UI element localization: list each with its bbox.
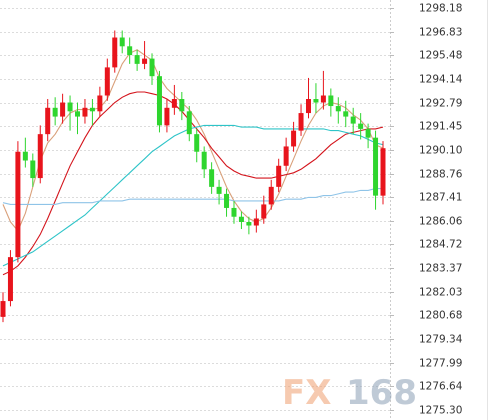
candle-body bbox=[343, 111, 349, 117]
candle-body bbox=[291, 130, 297, 147]
y-tick-label: 1286.06 bbox=[419, 216, 463, 228]
y-tick-label: 1290.10 bbox=[419, 145, 462, 157]
y-tick-label: 1280.68 bbox=[419, 310, 462, 322]
moving-averages bbox=[2, 49, 384, 276]
candle-body bbox=[209, 169, 215, 187]
y-tick-label: 1298.18 bbox=[419, 3, 462, 15]
y-tick-label: 1288.76 bbox=[419, 169, 463, 181]
y-tick-label: 1276.64 bbox=[419, 381, 463, 393]
candle-body bbox=[142, 58, 148, 64]
candle-body bbox=[0, 301, 6, 317]
moving-average-line bbox=[2, 124, 384, 267]
candle-body bbox=[328, 95, 334, 107]
watermark-brand: FX bbox=[282, 373, 331, 413]
candle-body bbox=[358, 123, 364, 129]
candle-body bbox=[201, 151, 207, 170]
candle-body bbox=[119, 37, 125, 47]
candle-body bbox=[335, 106, 341, 112]
y-tick-label: 1291.45 bbox=[419, 121, 462, 133]
moving-average-line bbox=[2, 91, 384, 276]
candle-body bbox=[104, 67, 110, 96]
candle-body bbox=[15, 151, 21, 258]
y-tick-label: 1277.99 bbox=[419, 358, 462, 370]
candle-body bbox=[186, 111, 192, 135]
candle-body bbox=[246, 222, 252, 226]
candle-body bbox=[112, 37, 118, 68]
candle-body bbox=[82, 107, 88, 117]
y-tick-label: 1283.37 bbox=[419, 263, 462, 275]
y-tick-label: 1295.48 bbox=[419, 50, 462, 62]
candle-body bbox=[373, 137, 379, 196]
y-tick-label: 1284.72 bbox=[419, 239, 462, 251]
candle-body bbox=[305, 99, 311, 114]
candle-body bbox=[350, 116, 356, 124]
candles bbox=[0, 30, 386, 323]
candle-body bbox=[30, 160, 36, 179]
candle-body bbox=[127, 46, 133, 56]
grid bbox=[0, 8, 390, 411]
y-tick-label: 1296.83 bbox=[419, 27, 462, 39]
candle-body bbox=[164, 107, 170, 126]
y-tick-label: 1275.30 bbox=[419, 405, 462, 417]
candle-body bbox=[231, 207, 237, 217]
candle-body bbox=[276, 165, 282, 187]
candle-body bbox=[216, 186, 222, 194]
candle-body bbox=[156, 76, 162, 126]
y-tick-label: 1292.79 bbox=[419, 98, 462, 110]
candle-body bbox=[320, 95, 326, 103]
watermark-number: 168 bbox=[346, 373, 417, 413]
candle-body bbox=[298, 113, 304, 131]
candle-body bbox=[97, 95, 103, 112]
candle-body bbox=[238, 216, 244, 223]
candle-body bbox=[75, 111, 81, 117]
candle-body bbox=[171, 99, 177, 108]
candle-body bbox=[149, 58, 155, 77]
candle-body bbox=[365, 128, 371, 138]
candle-body bbox=[89, 107, 95, 112]
candle-body bbox=[60, 102, 66, 117]
candle-body bbox=[313, 99, 319, 103]
candle-body bbox=[22, 151, 28, 161]
candle-body bbox=[194, 134, 200, 152]
candle-body bbox=[45, 107, 51, 135]
y-tick-label: 1282.03 bbox=[419, 287, 462, 299]
candle-body bbox=[67, 102, 73, 112]
y-axis: 1298.18 1296.83 1295.48 1294.14 1292.79 1291.… bbox=[390, 3, 463, 417]
y-tick-label: 1294.14 bbox=[419, 74, 463, 86]
candle-body bbox=[283, 146, 289, 166]
candle-body bbox=[268, 186, 274, 205]
candle-body bbox=[253, 218, 259, 226]
y-tick-label: 1287.41 bbox=[419, 192, 462, 204]
moving-average-line bbox=[2, 188, 383, 205]
candle-body bbox=[224, 193, 230, 208]
candle-body bbox=[134, 55, 140, 64]
candle-body bbox=[179, 99, 185, 112]
candle-body bbox=[380, 148, 386, 196]
candle-body bbox=[52, 107, 58, 117]
watermark: FX 168 bbox=[282, 373, 417, 413]
y-tick-label: 1279.34 bbox=[419, 334, 463, 346]
candle-body bbox=[261, 204, 267, 219]
candle-body bbox=[37, 134, 43, 179]
candle-body bbox=[7, 257, 13, 302]
moving-average-line bbox=[2, 49, 384, 232]
